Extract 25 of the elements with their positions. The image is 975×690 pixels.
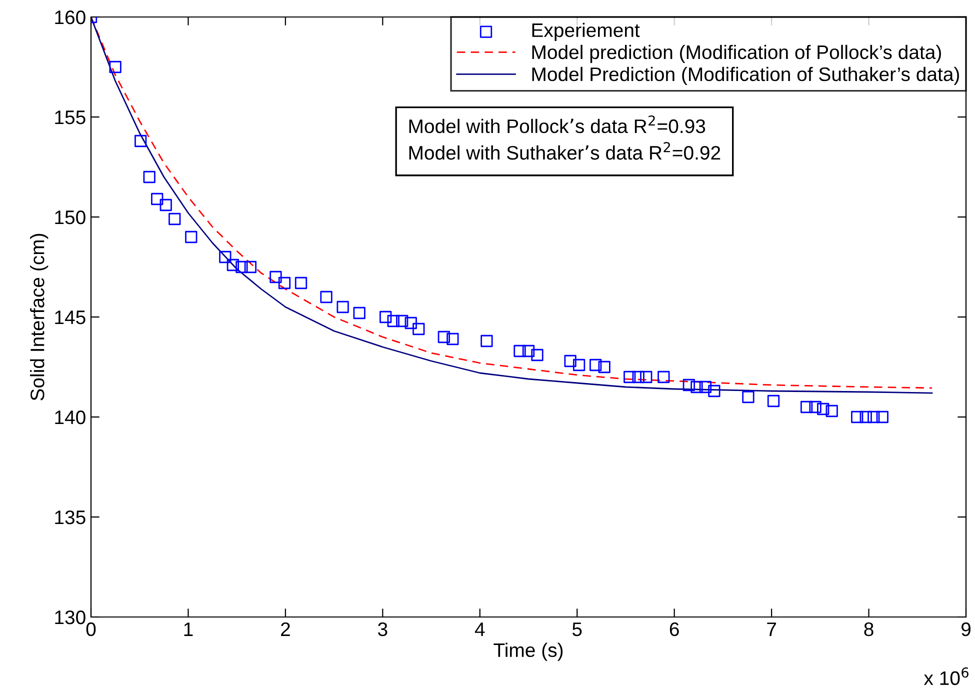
x-tick-label: 4 bbox=[474, 622, 485, 636]
x-tick-label: 7 bbox=[767, 622, 776, 636]
legend-label: Model prediction (Modification of Pollock’s data) bbox=[532, 44, 941, 63]
x-tick-label: 3 bbox=[378, 622, 388, 636]
x-tick-label: 5 bbox=[572, 622, 582, 636]
y-tick-label: 160 bbox=[55, 10, 86, 24]
x-axis-title: Time (s) bbox=[494, 642, 563, 661]
x-tick-label: 8 bbox=[864, 622, 874, 636]
x-tick-label: 0 bbox=[86, 622, 96, 636]
y-tick-label: 145 bbox=[55, 310, 86, 324]
legend-label: Experiement bbox=[532, 22, 640, 41]
y-tick-label: 155 bbox=[55, 110, 86, 124]
legend-label: Model Prediction (Modification of Suthaker’s data) bbox=[532, 66, 959, 85]
annotation: Model with Pollock’s data R$^{2}$=0.93 bbox=[409, 115, 706, 134]
y-tick-label: 130 bbox=[55, 610, 86, 624]
y-axis-title: Solid Interface (cm) bbox=[30, 234, 48, 400]
x-tick-label: 1 bbox=[184, 622, 193, 636]
annotation: Model with Suthaker’s data R$^{2}$=0.92 bbox=[409, 142, 720, 160]
x-tick-label: 2 bbox=[281, 622, 290, 636]
y-tick-label: 135 bbox=[55, 510, 86, 524]
y-tick-label: 140 bbox=[55, 410, 86, 424]
text: x 10$^{6}$ bbox=[924, 667, 968, 686]
y-tick-label: 150 bbox=[55, 210, 86, 224]
x-tick-label: 9 bbox=[962, 622, 970, 636]
x-tick-label: 6 bbox=[670, 622, 679, 636]
